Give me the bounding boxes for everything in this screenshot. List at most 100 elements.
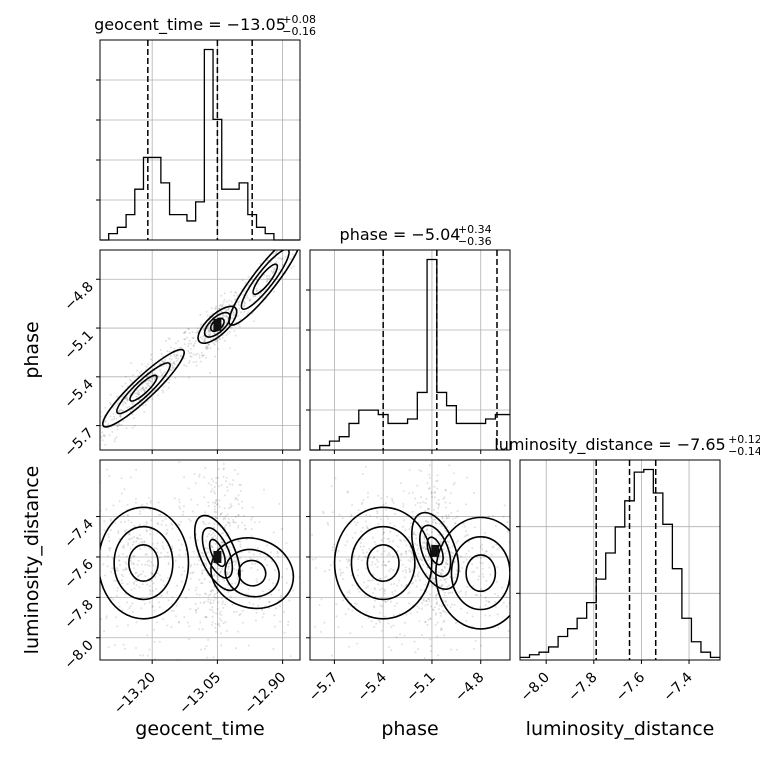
geocent-lumdist-sample-point	[65, 565, 67, 567]
geocent-lumdist-sample-point	[135, 571, 138, 574]
phase-lumdist-sample-point	[413, 575, 416, 578]
phase-lumdist-sample-point	[383, 592, 386, 595]
geocent-lumdist-sample-point	[259, 680, 261, 682]
phase-lumdist-sample-point	[380, 497, 382, 500]
phase-lumdist-sample-point	[391, 591, 394, 593]
phase-lumdist-sample-point	[408, 602, 411, 605]
phase-lumdist-sample-point	[419, 557, 422, 560]
geocent-lumdist-sample-point	[213, 486, 216, 488]
geocent-lumdist-sample-point	[217, 601, 220, 604]
geocent-phase-sample-point	[164, 359, 167, 362]
geocent-lumdist-sample-point	[202, 520, 205, 523]
geocent-lumdist-sample-point	[150, 519, 153, 522]
phase-lumdist-frame	[309, 459, 511, 661]
geocent-lumdist-sample-point	[224, 547, 227, 550]
geocent-lumdist-sample-point	[194, 603, 197, 605]
geocent-lumdist-sample-point	[157, 572, 159, 575]
geocent-lumdist-sample-point	[131, 543, 134, 546]
geocent-phase-sample-point	[253, 295, 256, 298]
phase-lumdist-sample-point	[485, 550, 488, 553]
geocent-phase-sample-point	[177, 340, 179, 343]
phase-lumdist-sample-point	[499, 693, 501, 695]
phase-lumdist-sample-point	[394, 604, 397, 607]
phase-lumdist-sample-point	[416, 573, 419, 576]
geocent-phase-sample-point	[215, 305, 218, 308]
geocent-phase-sample-point	[261, 297, 264, 300]
geocent-lumdist-sample-point	[216, 503, 219, 505]
phase-lumdist-sample-point	[385, 564, 388, 567]
geocent-lumdist-sample-point	[243, 514, 246, 517]
phase-lumdist-sample-point	[465, 558, 468, 561]
phase-lumdist-sample-point	[450, 511, 453, 514]
phase-lumdist-sample-point	[320, 598, 323, 601]
phase-lumdist-sample-point	[403, 539, 406, 542]
geocent-lumdist-sample-point	[208, 608, 211, 611]
phase-lumdist-sample-point	[361, 538, 364, 541]
geocent-lumdist-sample-point	[159, 514, 162, 516]
geocent-lumdist-sample-point	[236, 577, 239, 580]
geocent-phase-sample-point	[255, 289, 258, 292]
geocent-lumdist-sample-point	[156, 522, 159, 524]
geocent-lumdist-sample-point	[209, 601, 212, 604]
geocent-lumdist-sample-point	[157, 513, 160, 516]
geocent-lumdist-sample-point	[283, 631, 286, 634]
phase-lumdist-sample-point	[522, 595, 524, 597]
geocent-lumdist-sample-point	[128, 537, 131, 540]
lumdist-marginal-title: luminosity_distance = −7.65	[494, 435, 725, 455]
geocent-lumdist-sample-point	[280, 596, 283, 599]
phase-lumdist-sample-point	[412, 581, 415, 584]
geocent-lumdist-sample-point	[146, 560, 149, 563]
geocent-lumdist-sample-point	[149, 508, 151, 511]
phase-lumdist-sample-point	[487, 601, 490, 603]
geocent-lumdist-sample-point	[166, 624, 169, 627]
geocent-lumdist-sample-point	[203, 569, 206, 572]
geocent-phase-sample-point	[280, 258, 283, 261]
geocent-lumdist-sample-point	[124, 593, 127, 596]
phase-lumdist-sample-point	[390, 625, 393, 628]
lumdist-marginal-title-sup: +0.12	[728, 433, 760, 446]
geocent-phase-sample-point	[167, 386, 170, 389]
phase-lumdist-sample-point	[479, 606, 482, 608]
phase-lumdist-sample-point	[456, 515, 459, 518]
geocent-lumdist-sample-point	[211, 615, 214, 618]
geocent-phase-sample-point	[166, 350, 169, 353]
phase-lumdist-sample-point	[464, 593, 467, 596]
phase-lumdist-sample-point	[479, 545, 482, 548]
phase-lumdist-sample-point	[453, 481, 456, 484]
phase-lumdist-sample-point	[399, 539, 401, 542]
geocent-lumdist-sample-point	[163, 584, 166, 587]
geocent-lumdist-sample-point	[189, 565, 192, 568]
geocent-lumdist-sample-point	[239, 445, 241, 447]
geocent-phase-sample-point	[151, 377, 154, 380]
phase-lumdist-sample-point	[348, 559, 351, 562]
phase-lumdist-sample-point	[402, 570, 404, 573]
phase-lumdist-sample-point	[437, 498, 440, 501]
geocent-lumdist-sample-point	[179, 507, 182, 510]
geocent-phase-sample-point	[118, 408, 121, 411]
phase-lumdist-sample-point	[409, 570, 412, 573]
geocent-phase-sample-point	[203, 340, 206, 343]
phase-lumdist-sample-point	[388, 552, 391, 555]
geocent-lumdist-sample-point	[219, 632, 222, 635]
geocent-lumdist-sample-point	[213, 490, 216, 493]
geocent-phase-sample-point	[205, 356, 207, 359]
phase-lumdist-sample-point	[506, 530, 509, 533]
geocent-phase-sample-point	[121, 385, 124, 388]
phase-lumdist-sample-point	[517, 565, 519, 567]
geocent-phase-sample-point	[142, 404, 145, 407]
geocent-lumdist-sample-point	[201, 571, 204, 574]
geocent-lumdist-sample-point	[167, 563, 170, 566]
phase-lumdist-sample-point	[448, 450, 450, 452]
geocent-phase-sample-point	[137, 375, 140, 377]
geocent-lumdist-sample-point	[193, 563, 196, 566]
geocent-lumdist-sample-point	[220, 644, 223, 647]
geocent-lumdist-sample-point	[227, 565, 230, 568]
geocent-phase-sample-point	[230, 300, 233, 303]
geocent-phase-sample-point	[161, 374, 164, 377]
phase-lumdist-sample-point	[483, 553, 486, 555]
phase-lumdist-sample-point	[304, 547, 306, 549]
phase-lumdist-sample-point	[521, 582, 523, 584]
geocent-lumdist-sample-point	[164, 555, 167, 558]
phase-lumdist-sample-point	[471, 571, 474, 574]
geocent-phase-sample-point	[273, 268, 275, 271]
